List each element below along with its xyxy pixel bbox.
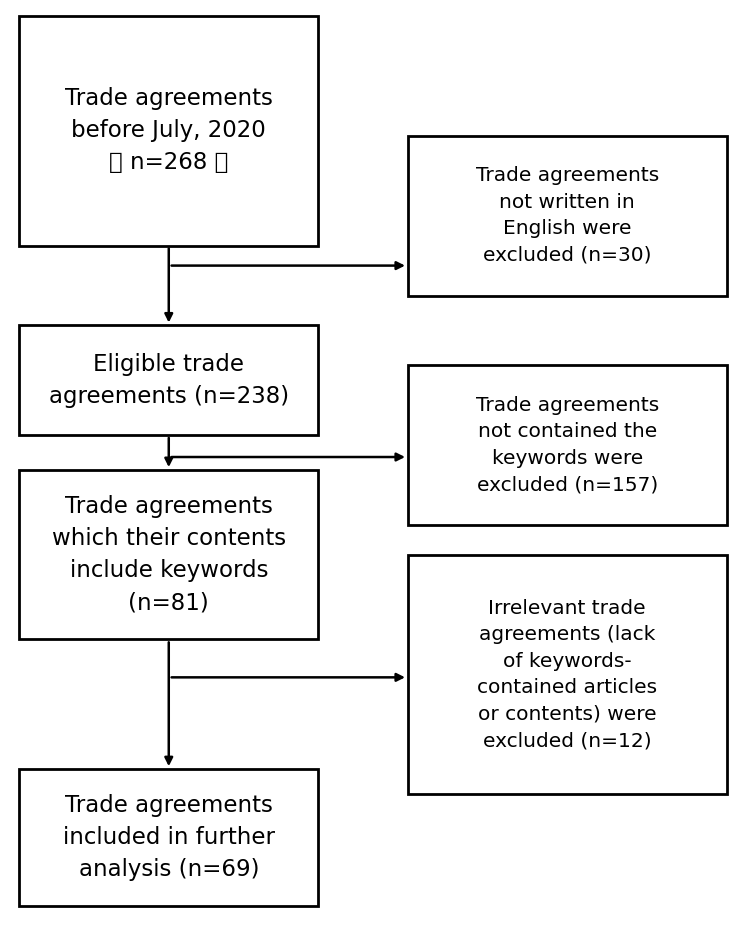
- Bar: [408, 136, 727, 295]
- Text: Trade agreements
included in further
analysis (n=69): Trade agreements included in further ana…: [62, 794, 275, 881]
- Bar: [19, 17, 318, 246]
- Text: Trade agreements
which their contents
include keywords
(n=81): Trade agreements which their contents in…: [51, 495, 286, 614]
- Bar: [19, 470, 318, 639]
- Bar: [19, 769, 318, 906]
- Bar: [19, 326, 318, 435]
- Text: Irrelevant trade
agreements (lack
of keywords-
contained articles
or contents) w: Irrelevant trade agreements (lack of key…: [477, 598, 658, 750]
- Text: Eligible trade
agreements (n=238): Eligible trade agreements (n=238): [48, 352, 289, 408]
- Text: Trade agreements
not contained the
keywords were
excluded (n=157): Trade agreements not contained the keywo…: [475, 396, 659, 494]
- Text: Trade agreements
not written in
English were
excluded (n=30): Trade agreements not written in English …: [475, 166, 659, 265]
- Text: Trade agreements
before July, 2020
（ n=268 ）: Trade agreements before July, 2020 （ n=2…: [65, 88, 273, 175]
- Bar: [408, 365, 727, 524]
- Bar: [408, 555, 727, 794]
